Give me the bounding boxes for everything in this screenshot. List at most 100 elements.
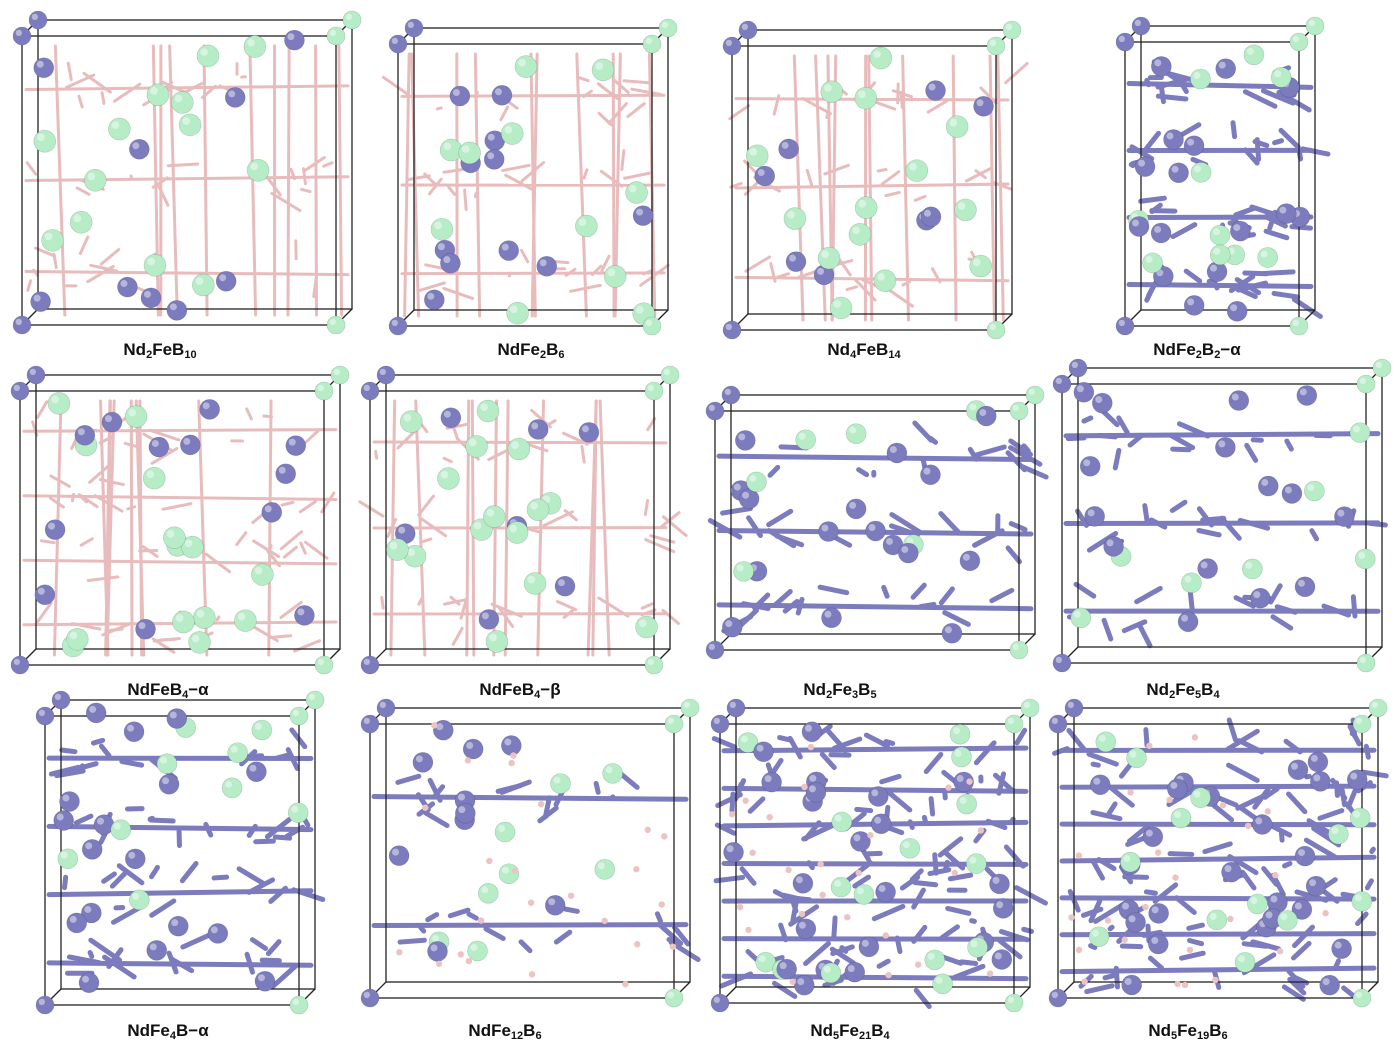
nd-atom xyxy=(523,572,547,595)
bond xyxy=(803,941,831,966)
nd-atom xyxy=(1170,807,1192,829)
fe-atom xyxy=(455,802,476,824)
b-atom xyxy=(1142,903,1149,911)
nd-atom xyxy=(873,269,897,292)
bond xyxy=(22,558,338,566)
bond xyxy=(371,794,689,802)
unit-cell-box xyxy=(1061,367,1383,664)
nd-atom xyxy=(465,435,488,458)
nd-atom xyxy=(477,883,499,904)
bond xyxy=(938,586,955,606)
nd-atom xyxy=(1209,244,1231,266)
bond xyxy=(98,743,112,759)
bond xyxy=(1169,499,1188,513)
bond xyxy=(1134,585,1163,605)
nd-atom xyxy=(1243,44,1265,66)
nd-atom xyxy=(1234,951,1256,973)
fe-atom xyxy=(440,252,461,274)
b-atom xyxy=(1154,849,1162,856)
fe-atom xyxy=(1206,261,1228,282)
fe-atom xyxy=(785,251,807,272)
fe-atom xyxy=(1331,938,1352,959)
bond xyxy=(829,946,856,966)
nd-atom xyxy=(47,392,71,415)
structure-panel-ndfeb4-alpha xyxy=(10,365,350,675)
fe-atom xyxy=(991,949,1013,970)
fe-atom xyxy=(1221,861,1242,883)
fe-atom xyxy=(35,706,55,726)
bond xyxy=(1167,851,1195,857)
bond xyxy=(25,161,38,176)
bond xyxy=(279,530,304,551)
fe-atom xyxy=(388,845,410,866)
bond xyxy=(501,163,531,173)
b-atom xyxy=(801,783,808,791)
bond xyxy=(67,761,99,774)
bond xyxy=(1183,268,1203,284)
bond xyxy=(259,957,282,964)
nd-atom xyxy=(1349,807,1371,829)
bond xyxy=(739,866,757,886)
fe-atom xyxy=(710,714,730,734)
bond xyxy=(661,515,688,538)
nd-atom xyxy=(386,538,409,561)
nd-atom xyxy=(57,848,79,870)
structure-panel-nd5fe19b6 xyxy=(1048,698,1389,1008)
b-atom xyxy=(945,784,952,791)
bond xyxy=(24,270,350,277)
bond xyxy=(734,182,1010,190)
bond xyxy=(600,254,611,273)
formula-text: Nd xyxy=(827,340,851,359)
structure-drawing-ndfeb4-alpha xyxy=(10,365,350,675)
bond xyxy=(113,82,142,103)
fe-atom xyxy=(1305,875,1327,897)
bond xyxy=(80,496,89,504)
nd-atom xyxy=(458,141,481,165)
b-atom xyxy=(511,867,519,874)
nd-atom xyxy=(905,159,929,182)
bond xyxy=(427,177,443,196)
formula-text: B xyxy=(871,1021,884,1040)
b-atom xyxy=(1227,915,1234,923)
bond xyxy=(1142,503,1150,525)
bond xyxy=(1090,810,1123,822)
fe-atom xyxy=(953,771,974,793)
bond xyxy=(417,597,423,606)
nd-atom xyxy=(41,229,64,252)
bond xyxy=(289,727,308,750)
fe-atom xyxy=(1296,385,1318,406)
bond xyxy=(947,872,974,882)
bond xyxy=(249,937,269,951)
b-atom xyxy=(1212,976,1219,984)
b-atom xyxy=(882,932,889,939)
fe-atom xyxy=(925,80,946,101)
bond xyxy=(1209,801,1235,823)
bond xyxy=(913,987,932,1009)
bond xyxy=(831,736,863,751)
bond xyxy=(1112,447,1122,471)
nd-atom xyxy=(1289,32,1309,52)
bond xyxy=(901,54,910,322)
nd-atom xyxy=(967,937,988,958)
nd-atom xyxy=(831,811,853,833)
bond xyxy=(880,170,901,186)
bond xyxy=(24,84,350,91)
bond xyxy=(630,87,662,96)
b-atom xyxy=(749,849,756,856)
nd-atom xyxy=(644,381,664,401)
formula-text: B xyxy=(858,680,871,699)
bond xyxy=(473,52,482,318)
b-atom xyxy=(844,913,851,921)
fe-atom xyxy=(1068,358,1088,378)
bond xyxy=(580,444,586,464)
nd-atom xyxy=(1190,162,1212,183)
formula-text: B xyxy=(1201,340,1215,359)
bond xyxy=(1233,595,1256,609)
nd-atom xyxy=(1120,851,1141,873)
nd-atom xyxy=(1209,224,1231,246)
bond xyxy=(298,499,318,514)
bond xyxy=(1262,786,1280,800)
bond xyxy=(374,449,379,460)
bond xyxy=(410,52,421,318)
bond xyxy=(168,44,179,317)
